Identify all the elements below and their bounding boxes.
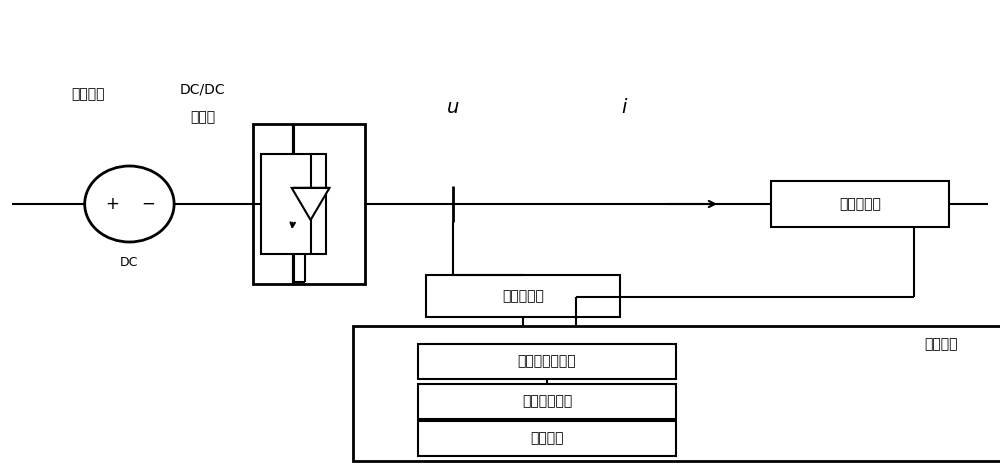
Bar	[426, 275, 620, 317]
Bar	[261, 154, 326, 254]
Polygon shape	[292, 188, 329, 220]
Text: 直流系统: 直流系统	[71, 87, 105, 101]
Text: 电流互感器: 电流互感器	[839, 197, 881, 211]
Bar	[418, 421, 676, 456]
Bar	[418, 344, 676, 379]
Bar	[253, 124, 365, 284]
Text: 中央处理单元: 中央处理单元	[522, 394, 572, 408]
Bar	[353, 326, 1000, 461]
Text: −: −	[141, 195, 155, 213]
Text: DC/DC: DC/DC	[180, 82, 225, 96]
Text: 计量装置: 计量装置	[924, 337, 958, 351]
Text: 模拟量采集模块: 模拟量采集模块	[518, 355, 576, 369]
Text: 换流器: 换流器	[190, 110, 215, 124]
Text: 电压互感器: 电压互感器	[502, 289, 544, 303]
Text: +: +	[105, 195, 119, 213]
Bar	[771, 181, 949, 227]
Text: i: i	[621, 98, 626, 116]
Bar	[418, 384, 676, 419]
Text: DC: DC	[120, 256, 139, 268]
Text: u: u	[447, 98, 459, 116]
Text: 存储单元: 存储单元	[530, 431, 564, 446]
